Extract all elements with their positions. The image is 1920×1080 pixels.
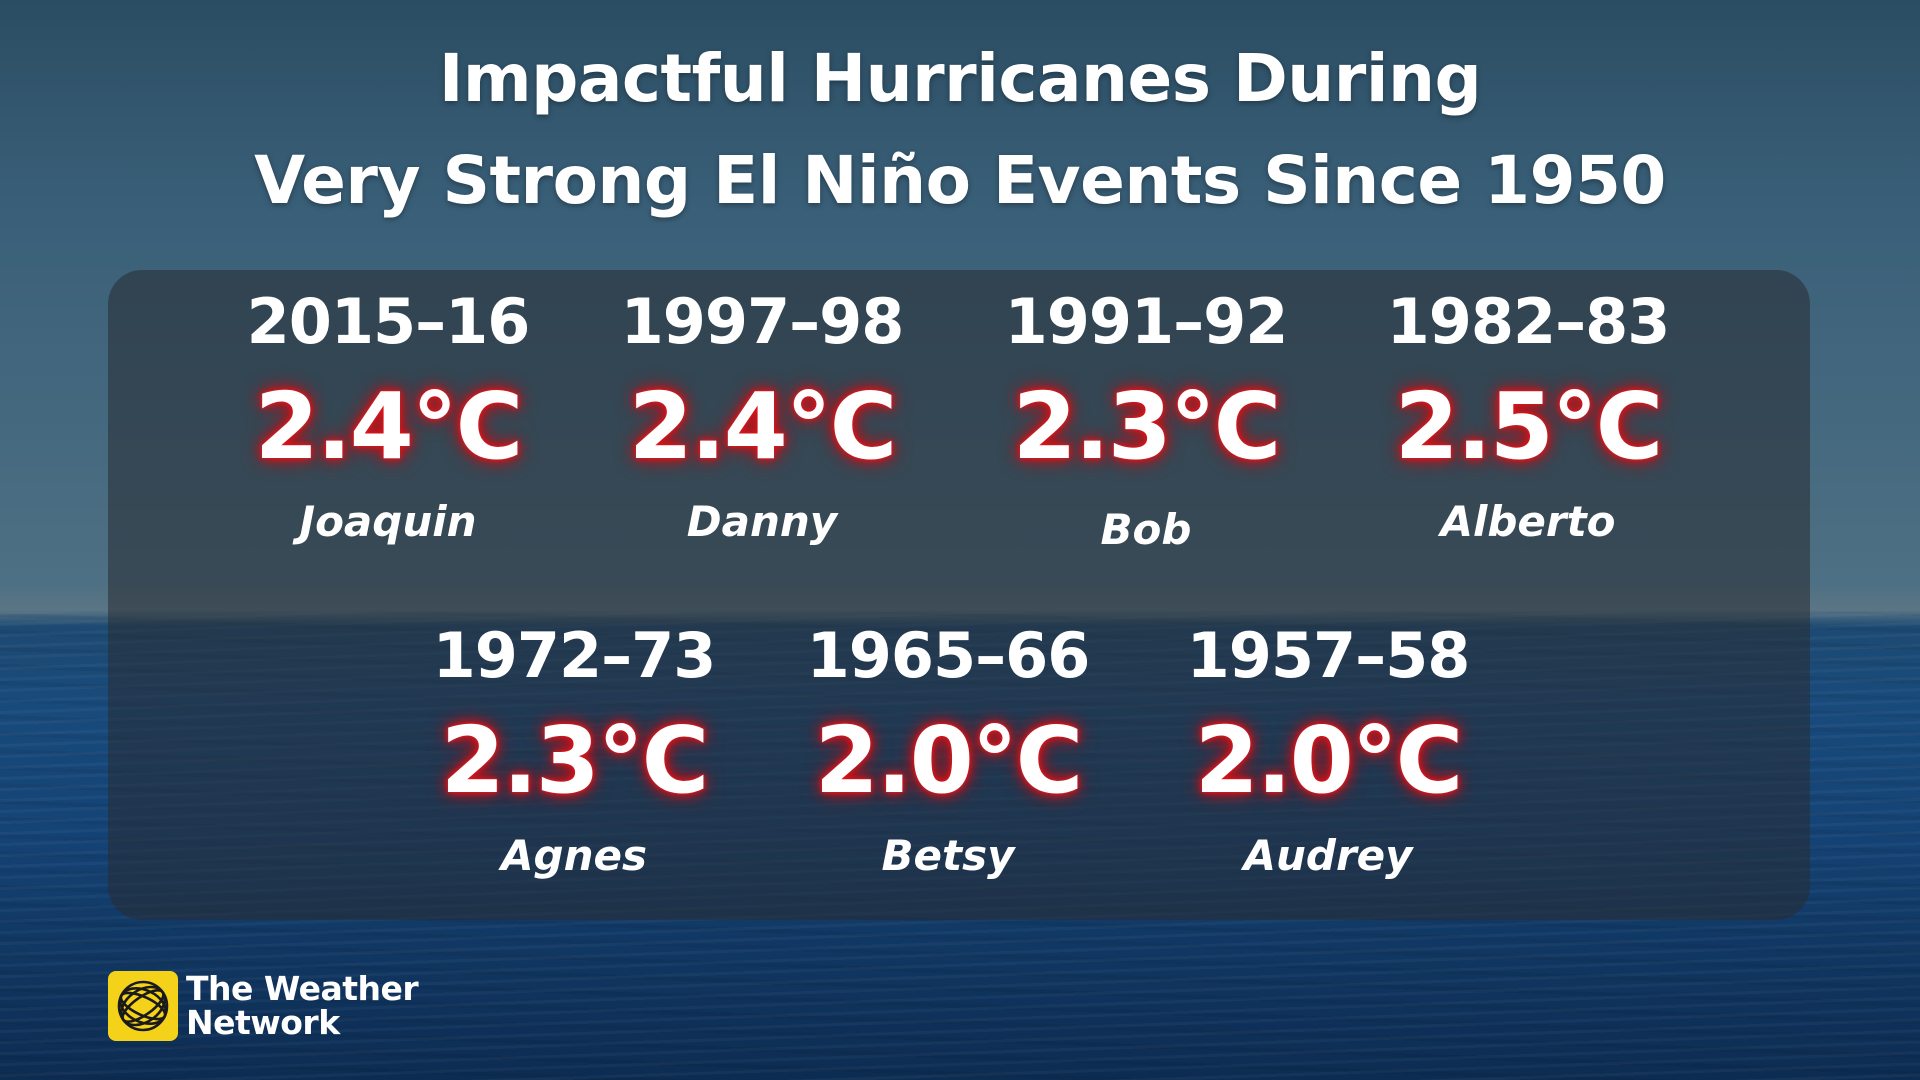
event-storm: Alberto	[1440, 497, 1616, 546]
event-storm: Joaquin	[299, 497, 477, 546]
event-years: 1965–66	[806, 619, 1091, 692]
title-line-1: Impactful Hurricanes During	[438, 40, 1482, 117]
event-years: 1997–98	[620, 285, 905, 358]
event-anomaly: 2.3°C	[440, 707, 710, 814]
event-storm: Betsy	[881, 831, 1015, 880]
event-anomaly: 2.0°C	[1194, 707, 1464, 814]
event-anomaly: 2.0°C	[814, 707, 1084, 814]
event-card: 1991–92 2.3°C Bob	[956, 282, 1336, 560]
weather-network-logo: The Weather Network	[108, 969, 419, 1042]
globe-icon	[108, 971, 178, 1041]
page-title: Impactful Hurricanes During Very Strong …	[0, 28, 1920, 232]
logo-line-1: The Weather	[186, 969, 419, 1008]
event-storm: Bob	[1100, 505, 1192, 554]
event-card: 1972–73 2.3°C Agnes	[384, 616, 764, 886]
logo-wordmark: The Weather Network	[186, 969, 419, 1042]
event-anomaly: 2.5°C	[1394, 373, 1664, 480]
event-years: 1982–83	[1386, 285, 1671, 358]
event-card: 1965–66 2.0°C Betsy	[758, 616, 1138, 886]
event-years: 1972–73	[432, 619, 717, 692]
event-anomaly: 2.4°C	[628, 373, 898, 480]
event-years: 1991–92	[1004, 285, 1289, 358]
event-card: 1982–83 2.5°C Alberto	[1338, 282, 1718, 552]
event-card: 2015–16 2.4°C Joaquin	[198, 282, 578, 552]
event-card: 1997–98 2.4°C Danny	[572, 282, 952, 552]
event-card: 1957–58 2.0°C Audrey	[1138, 616, 1518, 886]
event-storm: Danny	[686, 497, 838, 546]
event-anomaly: 2.4°C	[254, 373, 524, 480]
events-panel: 2015–16 2.4°C Joaquin 1997–98 2.4°C Dann…	[108, 270, 1810, 920]
event-years: 1957–58	[1186, 619, 1471, 692]
event-storm: Audrey	[1243, 831, 1413, 880]
logo-line-2: Network	[186, 1003, 340, 1042]
event-years: 2015–16	[246, 285, 531, 358]
event-storm: Agnes	[501, 831, 647, 880]
event-anomaly: 2.3°C	[1012, 373, 1282, 480]
title-line-2: Very Strong El Niño Events Since 1950	[254, 142, 1666, 219]
